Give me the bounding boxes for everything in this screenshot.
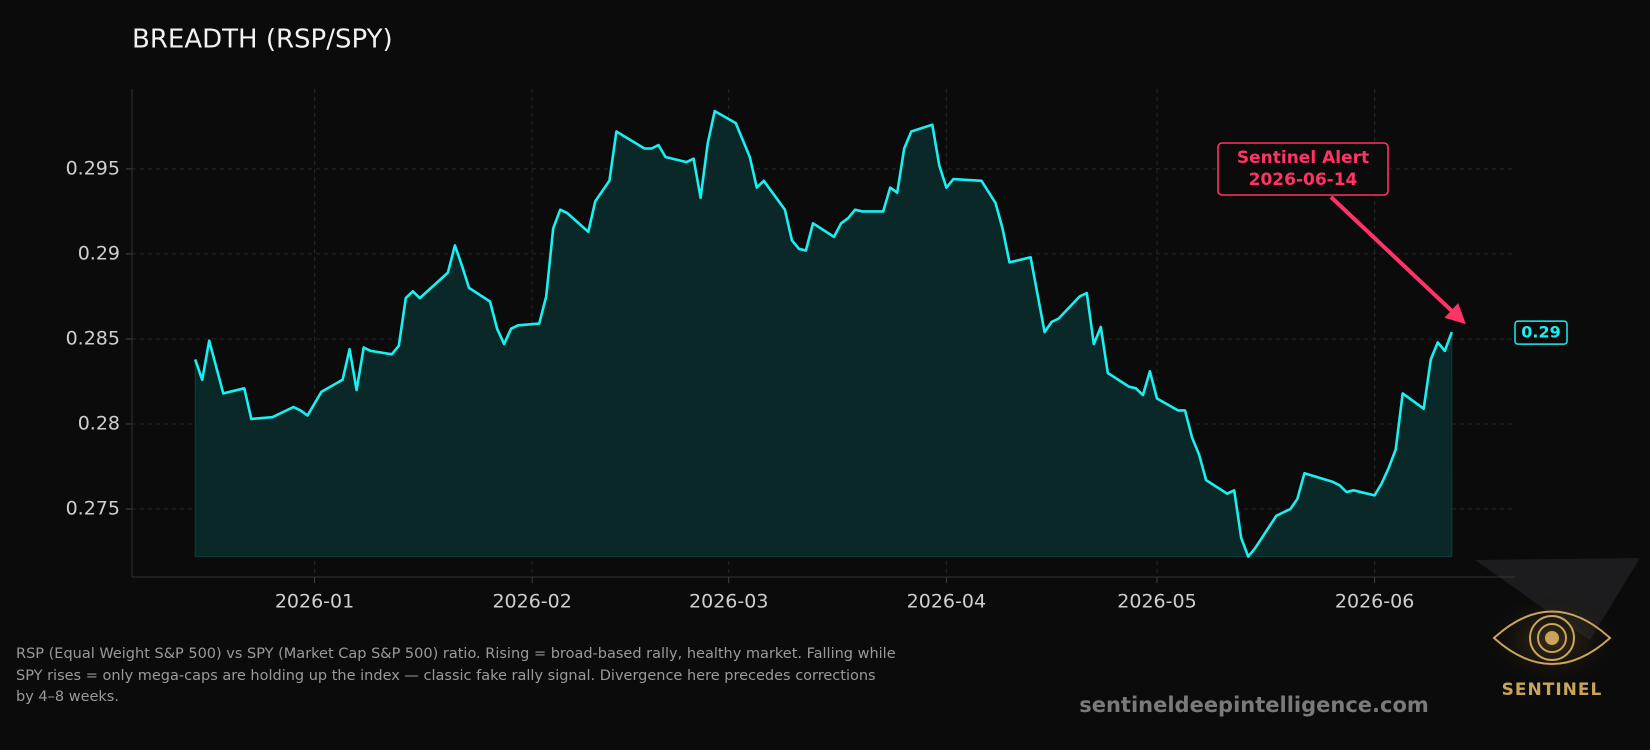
y-tick-label: 0.275 <box>66 497 120 519</box>
x-tick-label: 2026-05 <box>1117 591 1196 613</box>
x-tick-label: 2026-01 <box>275 591 354 613</box>
y-tick-label: 0.295 <box>66 157 120 179</box>
annotation-box <box>1217 142 1389 196</box>
caption: RSP (Equal Weight S&P 500) vs SPY (Marke… <box>16 646 896 705</box>
y-tick-label: 0.29 <box>78 242 120 264</box>
logo-text: SENTINEL <box>1502 680 1603 700</box>
x-tick-label: 2026-03 <box>689 591 768 613</box>
logo-eye <box>1492 610 1612 665</box>
annotation-date: 2026-06-14 <box>1249 170 1358 190</box>
annotation-arrow <box>1329 195 1459 318</box>
x-tick-label: 2026-02 <box>492 591 571 613</box>
y-tick-label: 0.285 <box>66 327 120 349</box>
value-label-box <box>1514 320 1568 345</box>
annotation-arrowhead <box>1444 303 1466 325</box>
value-label: 0.29 <box>1521 323 1560 342</box>
annotation-text: Sentinel Alert <box>1237 148 1369 168</box>
x-tick-label: 2026-06 <box>1335 591 1414 613</box>
chart-title: BREADTH (RSP/SPY) <box>132 25 393 55</box>
x-tick-label: 2026-04 <box>907 591 986 613</box>
watermark: sentineldeepintelligence.com <box>1079 693 1429 717</box>
line <box>193 109 1454 558</box>
y-tick-label: 0.28 <box>78 412 120 434</box>
